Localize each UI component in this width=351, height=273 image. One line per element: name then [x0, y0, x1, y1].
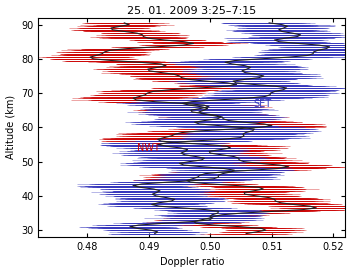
- Title: 25. 01. 2009 3:25–7:15: 25. 01. 2009 3:25–7:15: [127, 5, 257, 16]
- Text: NWT: NWT: [137, 143, 159, 153]
- Text: SET: SET: [253, 99, 271, 109]
- X-axis label: Doppler ratio: Doppler ratio: [160, 257, 224, 268]
- Y-axis label: Altitude (km): Altitude (km): [6, 95, 15, 159]
